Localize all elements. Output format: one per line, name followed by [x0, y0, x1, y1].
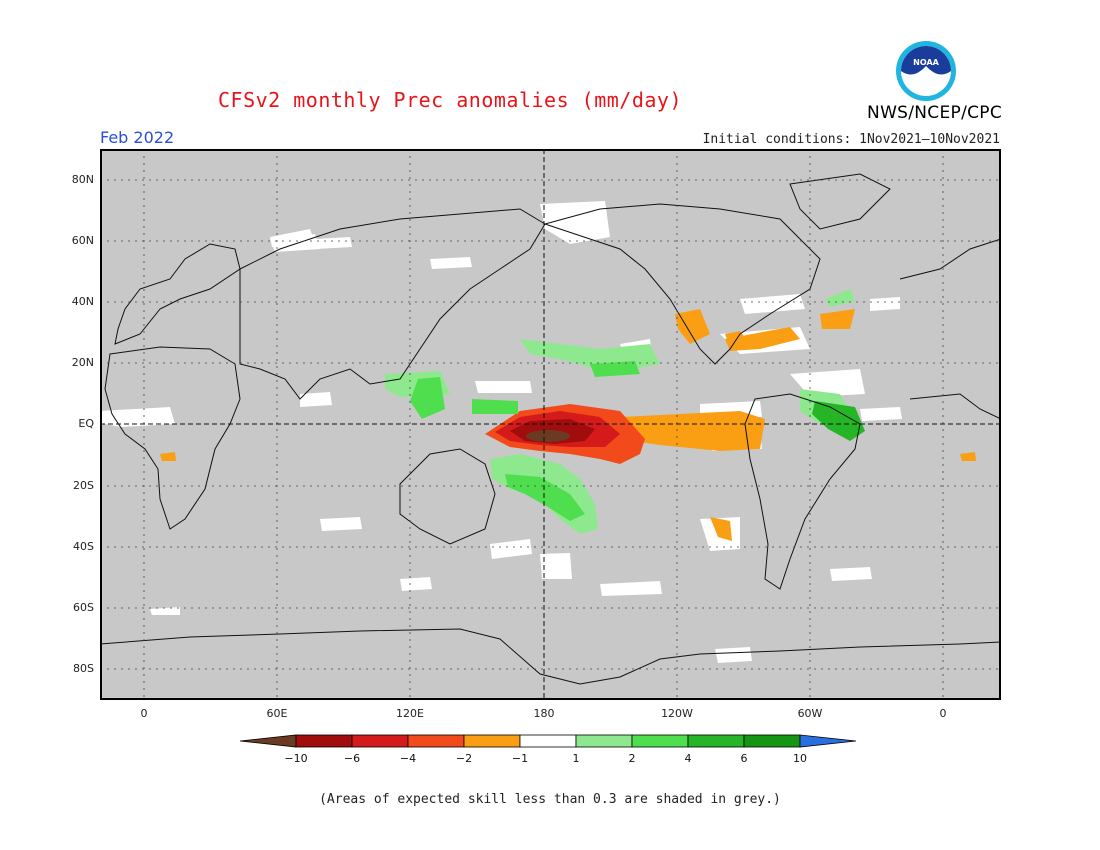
wet-anomaly-strong [812, 401, 865, 441]
lat-label-40n: 40N [71, 295, 94, 308]
colorbar-segment-8 [687, 734, 745, 748]
svg-text:NOAA: NOAA [913, 58, 939, 67]
lat-label-40s: 40S [73, 540, 94, 553]
coastlines [100, 173, 1001, 685]
dry-anomaly-extreme [526, 430, 570, 442]
lat-lon-grid [100, 149, 1001, 700]
colorbar-segment-4 [463, 734, 521, 748]
lon-label-0-right: 0 [939, 707, 947, 720]
chart-title: CFSv2 monthly Prec anomalies (mm/day) [217, 88, 683, 112]
lat-label-60s: 60S [73, 601, 94, 614]
colorbar-tick-label: −6 [343, 752, 361, 765]
colorbar-tick-label: 2 [628, 752, 636, 765]
footnote: (Areas of expected skill less than 0.3 a… [319, 792, 781, 807]
lat-label-80n: 80N [71, 173, 94, 186]
colorbar-segment-5 [519, 734, 577, 748]
colorbar-tick-label: −1 [511, 752, 529, 765]
colorbar-segment-7 [631, 734, 689, 748]
noaa-logo: NOAA [896, 41, 956, 101]
colorbar-segment-3 [407, 734, 465, 748]
colorbar-segment-10 [799, 734, 857, 748]
valid-month: Feb 2022 [100, 128, 175, 147]
colorbar-tick-label: 6 [740, 752, 748, 765]
lat-label-80s: 80S [73, 662, 94, 675]
precip-anomaly-map [100, 149, 1001, 700]
map-frame [100, 149, 1001, 700]
lon-label-60e: 60E [266, 707, 288, 720]
colorbar-segment-0 [240, 734, 297, 748]
initial-conditions: Initial conditions: 1Nov2021–10Nov2021 [702, 132, 1000, 147]
colorbar-tick-label: −4 [399, 752, 417, 765]
colorbar-segment-2 [351, 734, 409, 748]
lon-label-0: 0 [140, 707, 148, 720]
lon-label-120w: 120W [661, 707, 693, 720]
lon-label-180: 180 [533, 707, 555, 720]
lat-label-20n: 20N [71, 356, 94, 369]
colorbar-segment-9 [743, 734, 801, 748]
equator-dateline [100, 149, 1001, 700]
lat-label-eq: EQ [78, 417, 94, 430]
lat-label-20s: 20S [73, 479, 94, 492]
lon-label-120e: 120E [396, 707, 424, 720]
organization-label: NWS/NCEP/CPC [867, 103, 1002, 123]
wet-anomaly-moderate [410, 361, 640, 521]
colorbar-tick-label: 1 [572, 752, 580, 765]
colorbar-segment-6 [575, 734, 633, 748]
colorbar-segment-1 [295, 734, 353, 748]
lon-label-60w: 60W [797, 707, 823, 720]
lat-label-60n: 60N [71, 234, 94, 247]
dry-anomaly-light [160, 309, 976, 541]
colorbar [240, 734, 857, 748]
colorbar-tick-label: 10 [793, 752, 807, 765]
colorbar-tick-label: 4 [684, 752, 692, 765]
colorbar-tick-label: −2 [455, 752, 473, 765]
colorbar-tick-label: −10 [284, 752, 308, 765]
